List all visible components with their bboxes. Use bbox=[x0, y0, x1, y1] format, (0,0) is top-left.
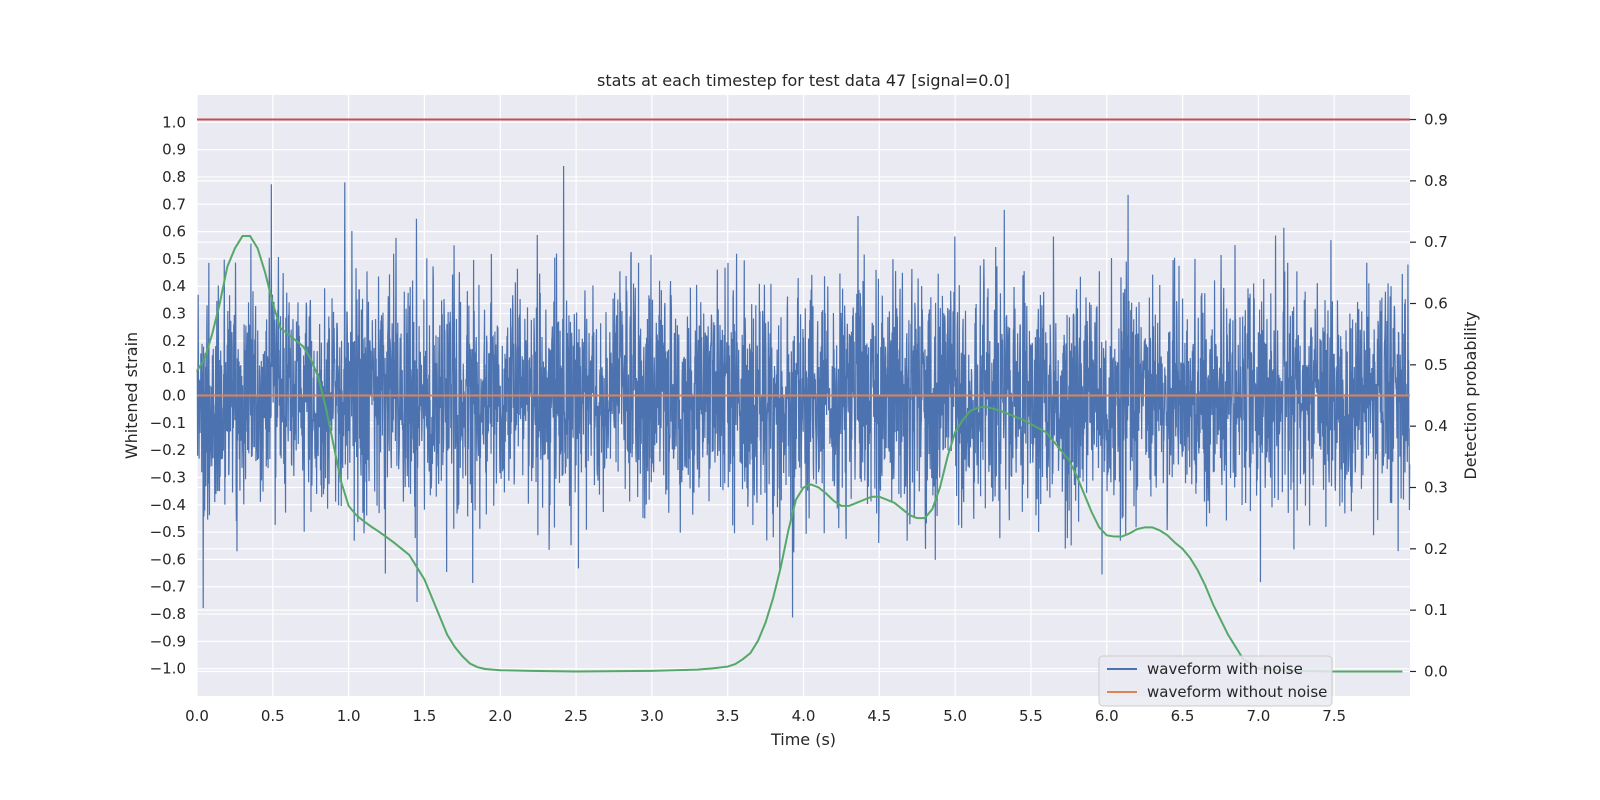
y-left-tick-label: −0.8 bbox=[150, 605, 186, 623]
x-tick-label: 4.5 bbox=[867, 707, 891, 725]
y-right-tick-label: 0.3 bbox=[1424, 478, 1448, 496]
y-left-tick-label: 0.5 bbox=[162, 250, 186, 268]
y-right-tick-label: 0.0 bbox=[1424, 662, 1448, 680]
detection-probability-line bbox=[196, 235, 1403, 673]
x-tick-label: 1.0 bbox=[337, 707, 361, 725]
y-left-tick-label: 0.9 bbox=[162, 141, 186, 159]
x-tick-label: 6.0 bbox=[1095, 707, 1119, 725]
x-tick-label: 5.0 bbox=[943, 707, 967, 725]
y-left-tick-label: 0.6 bbox=[162, 223, 186, 241]
y-axis-right: 0.9 0.8 0.7 0.6 0.5 0.4 0.3 0.2 0.1 0.0 bbox=[1410, 111, 1448, 680]
y-left-tick-label: −0.9 bbox=[150, 632, 186, 650]
y-left-tick-label: 0.8 bbox=[162, 168, 186, 186]
y-right-tick-label: 0.7 bbox=[1424, 233, 1448, 251]
x-tick-label: 6.5 bbox=[1171, 707, 1195, 725]
legend-label-waveform-with-noise: waveform with noise bbox=[1147, 660, 1303, 678]
y-left-tick-label: 0.7 bbox=[162, 195, 186, 213]
x-tick-label: 2.0 bbox=[488, 707, 512, 725]
x-tick-label: 5.5 bbox=[1019, 707, 1043, 725]
x-axis-label: Time (s) bbox=[770, 730, 836, 749]
y-axis-left-label: Whitened strain bbox=[122, 332, 141, 459]
y-left-tick-label: −1.0 bbox=[150, 660, 186, 678]
y-right-tick-label: 0.6 bbox=[1424, 295, 1448, 313]
legend-box bbox=[1098, 655, 1333, 707]
y-left-tick-label: 0.3 bbox=[162, 305, 186, 323]
y-right-tick-label: 0.2 bbox=[1424, 540, 1448, 558]
y-left-tick-label: 1.0 bbox=[162, 113, 186, 131]
x-tick-label: 7.0 bbox=[1246, 707, 1270, 725]
x-axis: 0.0 0.5 1.0 1.5 2.0 2.5 3.0 3.5 4.0 4.5 5.0 5.5 6.0 6… bbox=[185, 707, 1346, 725]
y-left-tick-label: 0.1 bbox=[162, 359, 186, 377]
x-tick-label: 3.0 bbox=[640, 707, 664, 725]
y-right-tick-label: 0.8 bbox=[1424, 172, 1448, 190]
waveform-with-noise-line bbox=[196, 165, 1411, 618]
chart-title: stats at each timestep for test data 47 … bbox=[597, 71, 1010, 90]
y-left-tick-label: 0.2 bbox=[162, 332, 186, 350]
x-tick-label: 2.5 bbox=[564, 707, 588, 725]
y-left-tick-label: 0.0 bbox=[162, 387, 186, 405]
y-left-tick-label: −0.4 bbox=[150, 496, 186, 514]
y-left-tick-label: −0.2 bbox=[150, 441, 186, 459]
legend: waveform with noise waveform without noi… bbox=[1098, 655, 1333, 707]
y-axis-right-label: Detection probability bbox=[1461, 311, 1480, 479]
x-tick-label: 1.5 bbox=[413, 707, 437, 725]
legend-label-waveform-without-noise: waveform without noise bbox=[1147, 683, 1327, 701]
y-left-tick-label: −0.3 bbox=[150, 468, 186, 486]
y-right-tick-label: 0.5 bbox=[1424, 356, 1448, 374]
y-left-tick-label: 0.4 bbox=[162, 277, 186, 295]
y-right-tick-label: 0.1 bbox=[1424, 601, 1448, 619]
y-left-tick-label: −0.1 bbox=[150, 414, 186, 432]
y-left-tick-label: −0.7 bbox=[150, 578, 186, 596]
x-tick-label: 0.5 bbox=[261, 707, 285, 725]
x-tick-label: 4.0 bbox=[792, 707, 816, 725]
x-tick-label: 0.0 bbox=[185, 707, 209, 725]
y-right-tick-label: 0.9 bbox=[1424, 111, 1448, 129]
x-tick-label: 3.5 bbox=[716, 707, 740, 725]
y-axis-left: 1.0 0.9 0.8 0.7 0.6 0.5 0.4 0.3 0.2 0.1 0.0 −0.1 −0.… bbox=[150, 113, 186, 677]
x-tick-label: 7.5 bbox=[1322, 707, 1346, 725]
y-left-tick-label: −0.5 bbox=[150, 523, 186, 541]
y-left-tick-label: −0.6 bbox=[150, 550, 186, 568]
y-right-tick-label: 0.4 bbox=[1424, 417, 1448, 435]
